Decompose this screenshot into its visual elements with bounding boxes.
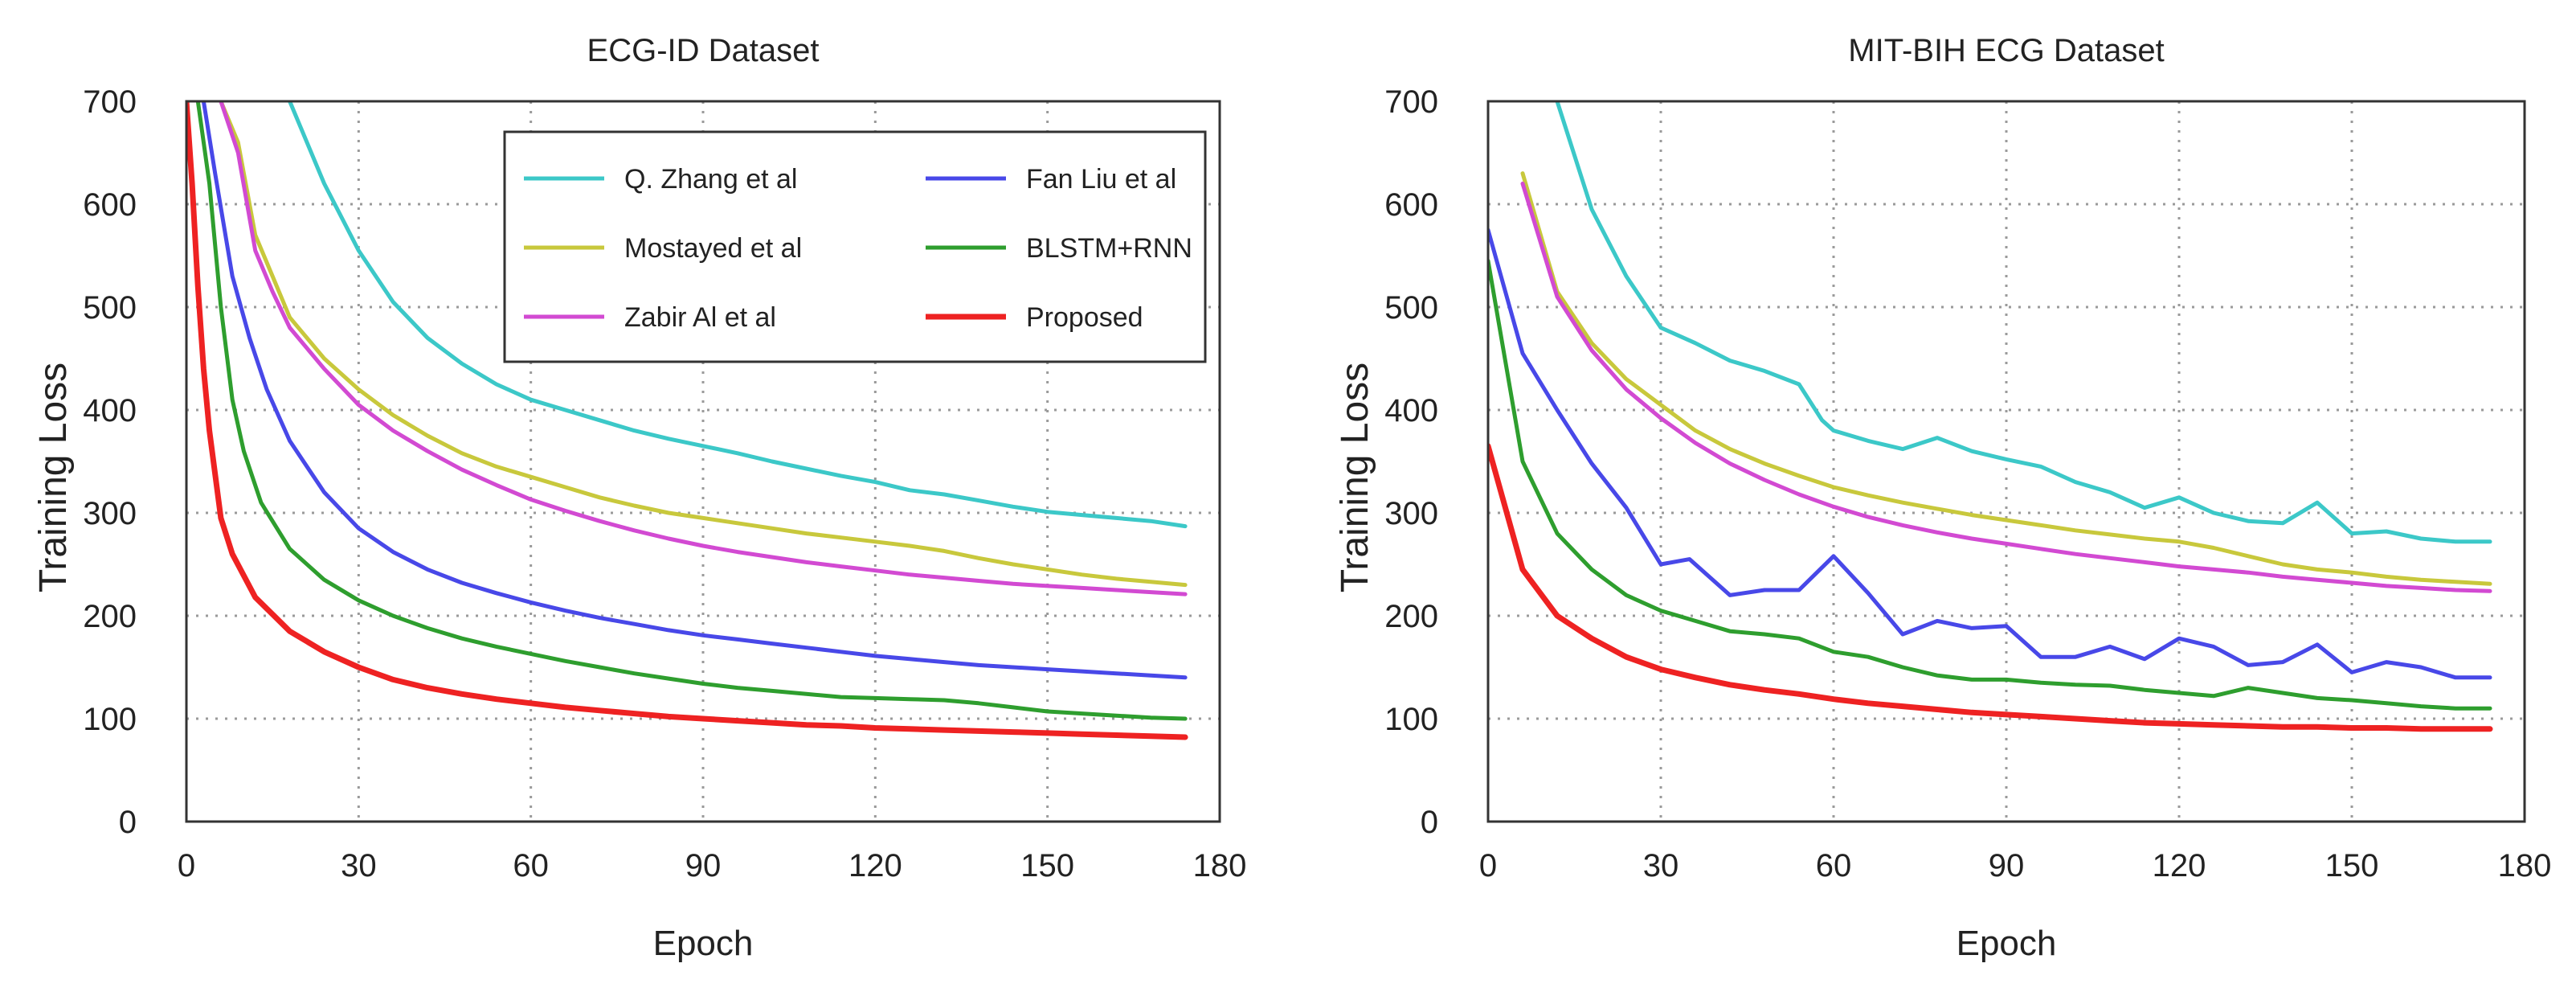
x-tick-label: 120	[848, 848, 902, 883]
x-tick-label: 180	[1193, 848, 1247, 883]
y-tick-label: 100	[83, 702, 137, 737]
axes-frame	[1486, 100, 2526, 823]
series-line-mostayed-et-al	[1520, 171, 2492, 586]
y-tick-label: 200	[83, 599, 137, 634]
x-tick-label: 30	[341, 848, 377, 883]
chart-title: ECG-ID Dataset	[587, 33, 820, 68]
series-group	[1488, 101, 2493, 732]
y-tick-label: 200	[1384, 599, 1438, 634]
series-line-blstm-rnn	[1488, 258, 2492, 711]
series-line-fan-liu-et-al	[1488, 228, 2492, 680]
y-tick-label: 400	[83, 393, 137, 428]
y-tick-label: 500	[1384, 290, 1438, 326]
x-tick-label: 0	[1479, 848, 1497, 883]
x-tick-label: 60	[1816, 848, 1852, 883]
y-axis-label: Training Loss	[32, 363, 75, 592]
y-tick-label: 700	[1384, 84, 1438, 120]
x-tick-label: 30	[1643, 848, 1679, 883]
y-tick-label: 0	[119, 805, 137, 840]
series-line-blstm-rnn	[195, 101, 1188, 721]
y-tick-label: 600	[83, 187, 137, 223]
legend-label: Proposed	[1026, 302, 1143, 333]
legend-label: Fan Liu et al	[1026, 164, 1176, 195]
x-tick-label: 0	[178, 848, 195, 883]
series-line-q-zhang-et-al	[288, 101, 1188, 529]
x-tick-label: 120	[2153, 848, 2206, 883]
series-line-proposed	[1488, 443, 2493, 732]
x-tick-label: 90	[1989, 848, 2025, 883]
legend-label: Q. Zhang et al	[624, 164, 797, 195]
y-tick-label: 400	[1384, 393, 1438, 428]
y-tick-label: 700	[83, 84, 137, 120]
legend-label: BLSTM+RNN	[1026, 233, 1192, 264]
y-tick-label: 500	[83, 290, 137, 326]
series-line-zabir-al-et-al	[219, 101, 1188, 596]
series-line-fan-liu-et-al	[201, 101, 1188, 680]
chart-2: 0 100 200 300 400 500 600 700 0 30 60 90 120 150 180 MI…	[1334, 33, 2551, 963]
legend: Q. Zhang et al Mostayed et al Zabir Al et …	[503, 130, 1207, 363]
y-axis-label: Training Loss	[1334, 363, 1376, 592]
series-line-mostayed-et-al	[219, 101, 1188, 588]
x-axis-label: Epoch	[1957, 924, 2057, 963]
x-tick-label: 150	[2325, 848, 2379, 883]
y-tick-label: 600	[1384, 187, 1438, 223]
series-group	[186, 101, 1188, 740]
x-tick-label: 180	[2498, 848, 2552, 883]
legend-label: Mostayed et al	[624, 233, 802, 264]
y-tick-label: 300	[1384, 496, 1438, 531]
x-tick-label: 60	[513, 848, 549, 883]
legend-label: Zabir Al et al	[624, 302, 776, 333]
y-tick-label: 300	[83, 496, 137, 531]
x-axis-label: Epoch	[653, 924, 754, 963]
series-line-zabir-al-et-al	[1520, 181, 2492, 593]
y-tick-label: 0	[1421, 805, 1438, 840]
series-line-proposed	[186, 101, 1188, 740]
legend-box	[503, 130, 1207, 363]
x-tick-label: 90	[685, 848, 722, 883]
y-tick-label: 100	[1384, 702, 1438, 737]
axes-frame	[185, 100, 1221, 823]
series-line-q-zhang-et-al	[1555, 101, 2492, 544]
chart-title: MIT-BIH ECG Dataset	[1848, 33, 2164, 68]
chart-1: 0 100 200 300 400 500 600 700 0 30 60 90 120 150 180 EC…	[32, 33, 1246, 963]
x-tick-label: 150	[1020, 848, 1074, 883]
